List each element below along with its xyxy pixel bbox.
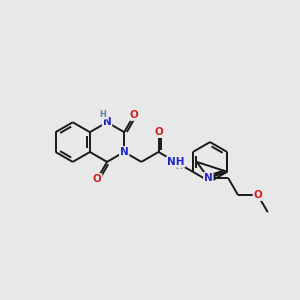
Text: N: N (103, 117, 111, 127)
Text: H: H (100, 110, 106, 119)
Text: O: O (154, 127, 163, 137)
Text: NH: NH (167, 157, 184, 167)
Text: N: N (204, 173, 213, 183)
Text: O: O (254, 190, 262, 200)
Text: O: O (130, 110, 139, 120)
Text: N: N (120, 147, 129, 157)
Text: H: H (175, 162, 182, 171)
Text: O: O (93, 174, 101, 184)
